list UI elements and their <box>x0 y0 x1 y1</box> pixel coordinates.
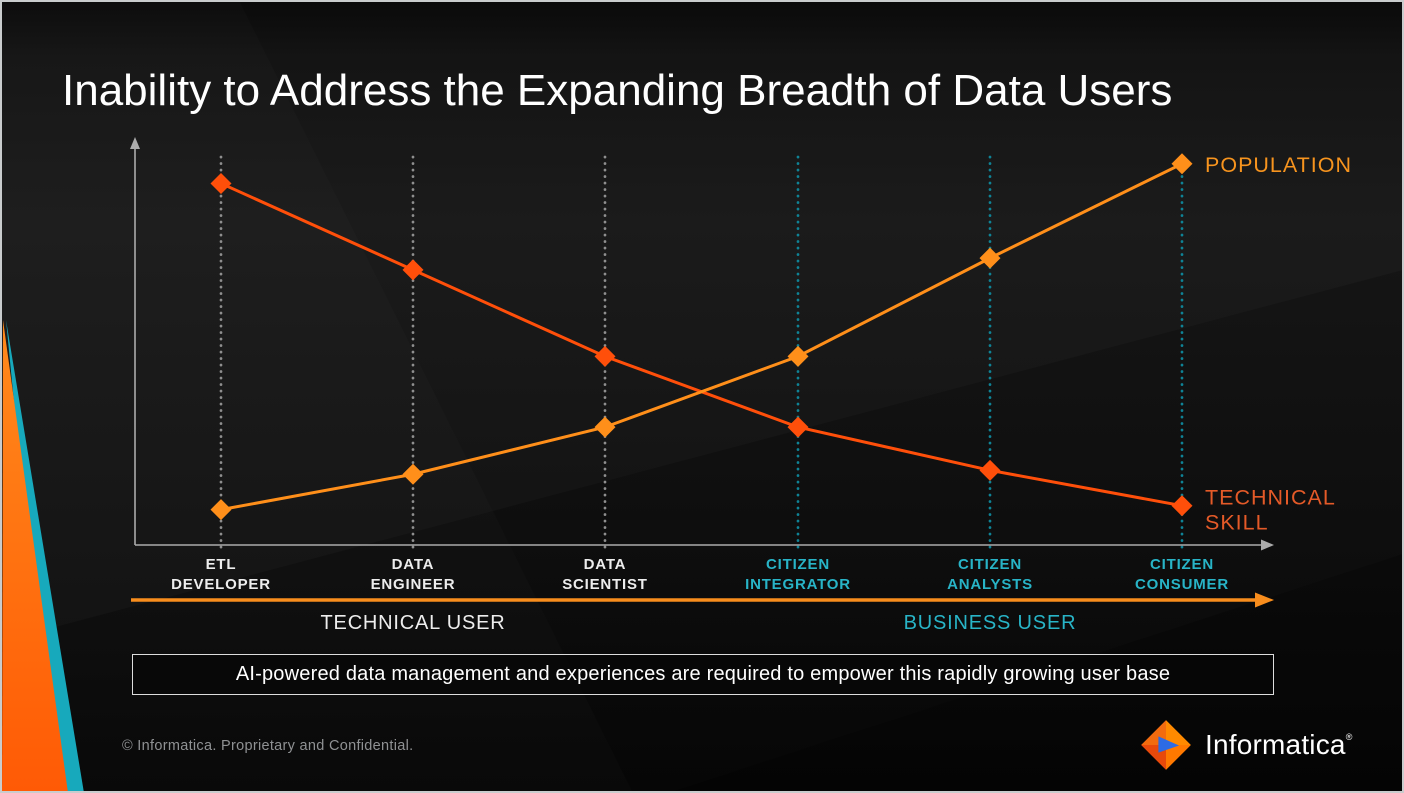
registered-mark: ® <box>1345 732 1353 742</box>
svg-text:TECHNICAL USER: TECHNICAL USER <box>321 612 506 634</box>
informatica-logo: Informatica® <box>1140 716 1353 774</box>
svg-text:POPULATION: POPULATION <box>1205 153 1352 177</box>
callout-banner-text: AI-powered data management and experienc… <box>235 663 1171 685</box>
svg-text:BUSINESS USER: BUSINESS USER <box>904 612 1077 634</box>
svg-text:DATA: DATA <box>584 556 627 573</box>
svg-text:SCIENTIST: SCIENTIST <box>562 576 648 593</box>
page-title: Inability to Address the Expanding Bread… <box>62 66 1173 115</box>
svg-text:TECHNICAL: TECHNICAL <box>1205 486 1336 510</box>
callout-banner: AI-powered data management and experienc… <box>132 654 1274 695</box>
svg-text:INTEGRATOR: INTEGRATOR <box>745 576 851 593</box>
svg-text:ENGINEER: ENGINEER <box>371 576 456 593</box>
svg-text:CITIZEN: CITIZEN <box>766 556 830 573</box>
svg-text:DEVELOPER: DEVELOPER <box>171 576 271 593</box>
svg-text:ANALYSTS: ANALYSTS <box>947 576 1033 593</box>
svg-text:CONSUMER: CONSUMER <box>1135 576 1229 593</box>
svg-text:DATA: DATA <box>392 556 435 573</box>
svg-text:CITIZEN: CITIZEN <box>1150 556 1214 573</box>
informatica-logo-icon <box>1141 720 1191 770</box>
informatica-logo-text: Informatica® <box>1205 729 1353 760</box>
svg-text:SKILL: SKILL <box>1205 511 1269 535</box>
svg-text:ETL: ETL <box>206 556 237 573</box>
footer-confidentiality: © Informatica. Proprietary and Confident… <box>122 738 414 754</box>
svg-text:CITIZEN: CITIZEN <box>958 556 1022 573</box>
